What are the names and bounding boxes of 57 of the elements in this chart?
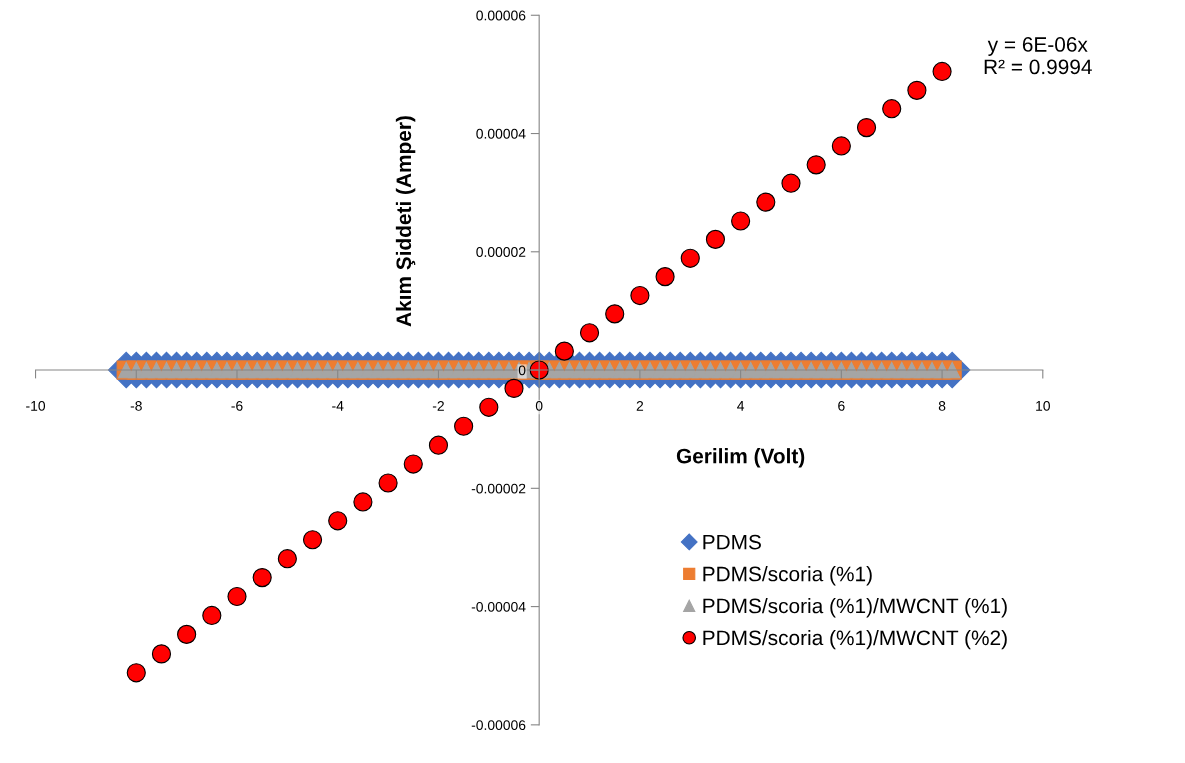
y-axis-title: Akım Şiddeti (Amper) [395, 116, 416, 327]
point [328, 511, 348, 531]
point [378, 473, 398, 493]
x-tick-label: 8 [938, 400, 946, 411]
point [504, 378, 524, 398]
point [579, 323, 600, 343]
point [151, 644, 172, 664]
x-tick-label: -8 [130, 400, 142, 411]
point [731, 211, 751, 231]
point [630, 285, 650, 306]
point [479, 397, 499, 417]
point [428, 435, 449, 455]
point [856, 118, 877, 138]
y-tick-label: 0.00004 [476, 128, 526, 139]
point [202, 605, 222, 626]
point [302, 530, 323, 550]
x-axis-title: Gerilim (Volt) [676, 448, 805, 468]
x-tick-label: 0 [535, 400, 543, 411]
annotation: y = 6E-06x R² = 0.9994 [984, 37, 1092, 75]
point [907, 80, 927, 100]
point [126, 663, 146, 683]
point [277, 549, 297, 569]
y-tick-label: -0.00002 [471, 483, 526, 494]
x-tick-label: 4 [737, 401, 745, 411]
legend-label: PDMS/scoria (%1) [703, 566, 872, 586]
point [705, 229, 726, 249]
point [882, 99, 902, 119]
x-tick-label: -10 [26, 400, 46, 411]
point [252, 568, 272, 588]
y-tick-label: 0 [518, 365, 526, 376]
point [353, 492, 373, 512]
y-tick-label: 0.00006 [476, 10, 526, 21]
x-tick-label: -4 [332, 401, 344, 411]
point [177, 624, 197, 644]
x-tick-label: 10 [1036, 400, 1050, 411]
point [781, 173, 801, 193]
legend-label: PDMS/scoria (%1)/MWCNT (%1) [703, 597, 1007, 618]
point [227, 586, 247, 607]
legend-label: PDMS [703, 534, 761, 550]
x-tick-label: -6 [231, 400, 243, 411]
x-tick-label: -2 [432, 400, 444, 411]
point [655, 267, 675, 287]
point [605, 304, 625, 324]
point [403, 454, 423, 474]
point [932, 61, 952, 82]
legend-label: PDMS/scoria (%1)/MWCNT (%2) [703, 629, 1007, 650]
point [831, 136, 851, 156]
point [806, 155, 826, 175]
point [756, 192, 776, 212]
point [680, 248, 700, 268]
y-tick-label: -0.00004 [471, 601, 526, 612]
point [454, 416, 474, 436]
x-tick-label: 2 [636, 400, 644, 411]
x-tick-label: 6 [838, 400, 845, 411]
y-tick-label: 0.00002 [476, 247, 526, 257]
point [554, 341, 574, 361]
y-tick-label: -0.00006 [471, 720, 526, 731]
